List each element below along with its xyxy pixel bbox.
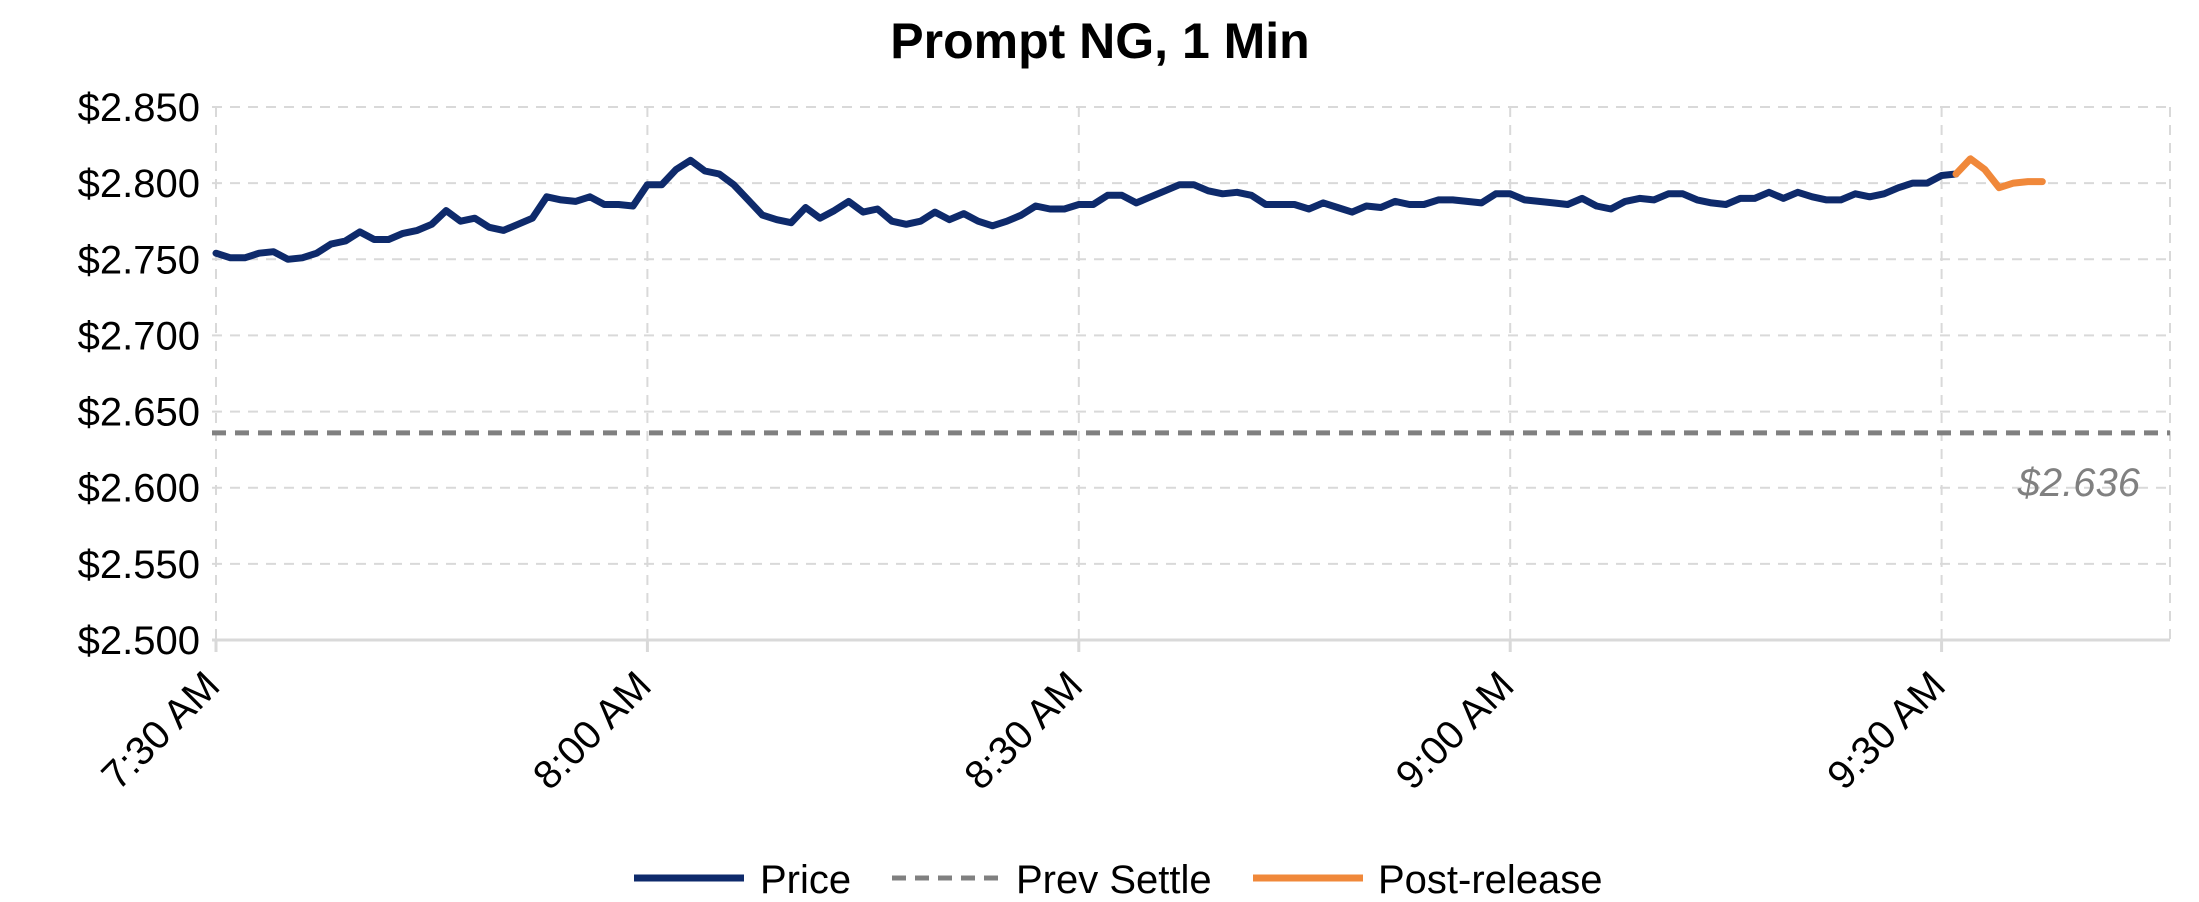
prev-settle-reference: $2.636	[212, 430, 2170, 505]
series-line-post-release	[1952, 155, 2046, 192]
y-tick-label: $2.800	[78, 162, 200, 206]
series-line-price	[212, 156, 1960, 263]
series	[212, 155, 2046, 263]
legend-label: Prev Settle	[1016, 858, 1212, 902]
y-tick-label: $2.650	[78, 391, 200, 435]
y-tick-label: $2.600	[78, 467, 200, 511]
x-tick-label: 7:30 AM	[93, 663, 228, 798]
prev-settle-label: $2.636	[2017, 461, 2141, 505]
x-tick-label: 8:30 AM	[956, 663, 1091, 798]
y-axis: $2.500 $2.550 $2.600 $2.650 $2.700 $2.750 $2.8…	[78, 86, 200, 663]
y-tick-label: $2.500	[78, 619, 200, 663]
y-tick-label: $2.850	[78, 86, 200, 130]
y-tick-label: $2.750	[78, 238, 200, 282]
x-axis: 7:30 AM 8:00 AM 8:30 AM 9:00 AM 9:30 AM	[93, 638, 2170, 798]
x-tick-label: 8:00 AM	[525, 663, 660, 798]
y-tick-label: $2.550	[78, 543, 200, 587]
legend-label: Price	[760, 858, 851, 902]
y-tick-label: $2.700	[78, 314, 200, 358]
legend-label: Post-release	[1378, 858, 1603, 902]
x-tick-label: 9:30 AM	[1819, 663, 1954, 798]
chart-title: Prompt NG, 1 Min	[890, 13, 1309, 69]
x-tick-label: 9:00 AM	[1388, 663, 1523, 798]
legend: Price Prev Settle Post-release	[634, 858, 1603, 902]
